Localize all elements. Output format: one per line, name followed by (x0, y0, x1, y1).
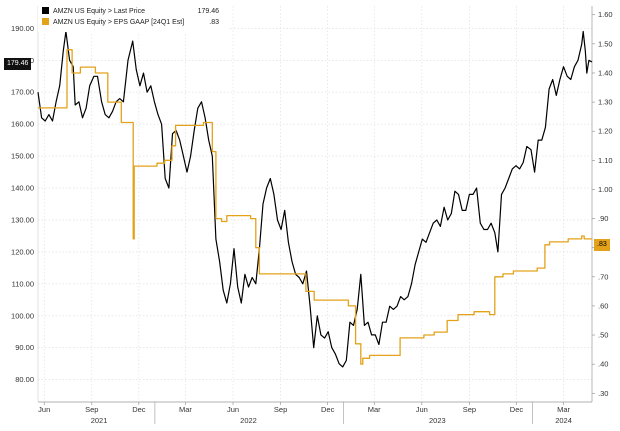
x-year-label: 2024 (555, 416, 572, 425)
y-tick-label-left: 130.00 (11, 215, 34, 224)
x-year-label: 2023 (429, 416, 446, 425)
grid-layer (38, 6, 592, 402)
legend-swatch-eps (42, 18, 49, 25)
y-tick-label-left: 90.00 (15, 343, 34, 352)
x-tick-label: Mar (179, 405, 192, 414)
y-tick-label-left: 170.00 (11, 88, 34, 97)
y-tick-label-right: .50 (598, 331, 608, 340)
y-tick-label-right: 1.60 (598, 10, 613, 19)
x-tick-label: Dec (510, 405, 524, 414)
y-tick-label-right: .30 (598, 389, 608, 398)
y-tick-label-left: 160.00 (11, 120, 34, 129)
x-tick-label: Mar (368, 405, 381, 414)
legend-item-price: AMZN US Equity > Last Price 179.46 (42, 7, 219, 17)
series-line-eps-gaap (38, 49, 592, 365)
last-eps-badge: .83 (594, 239, 610, 251)
legend-item-eps: AMZN US Equity > EPS GAAP [24Q1 Est] .83 (42, 18, 219, 28)
y-tick-label-left: 150.00 (11, 152, 34, 161)
y-tick-label-right: 1.20 (598, 127, 613, 136)
series-layer (37, 30, 593, 368)
x-year-label: 2022 (240, 416, 257, 425)
x-tick-label: Jun (38, 405, 50, 414)
x-tick-label: Dec (132, 405, 146, 414)
y-tick-label-left: 110.00 (12, 279, 34, 288)
y-tick-label-right: .40 (598, 360, 608, 369)
y-tick-label-left: 120.00 (11, 247, 34, 256)
x-tick-label: Sep (274, 405, 287, 414)
x-tick-label: Sep (463, 405, 476, 414)
y-tick-label-left: 80.00 (15, 375, 34, 384)
legend-value-price: 179.46 (197, 8, 219, 15)
x-tick-label: Sep (85, 405, 98, 414)
y-tick-label-right: 1.00 (598, 185, 613, 194)
y-tick-label-right: 1.50 (598, 39, 613, 48)
legend-swatch-price (42, 7, 49, 14)
y-tick-label-left: 190.00 (11, 24, 34, 33)
x-tick-label: Mar (557, 405, 570, 414)
legend: AMZN US Equity > Last Price 179.46 AMZN U… (38, 4, 228, 32)
y-tick-label-left: 140.00 (11, 184, 34, 193)
last-price-badge: 179.46 (4, 58, 32, 70)
y-tick-label-left: 100.00 (11, 311, 34, 320)
x-tick-label: Jun (227, 405, 239, 414)
legend-value-eps: .83 (209, 19, 219, 26)
series-line-last-price (37, 30, 593, 368)
x-tick-label: Jun (416, 405, 428, 414)
x-year-label: 2021 (91, 416, 108, 425)
y-tick-label-right: .60 (598, 301, 608, 310)
y-tick-label-right: 1.10 (598, 156, 613, 165)
legend-label-eps: AMZN US Equity > EPS GAAP [24Q1 Est] (53, 19, 185, 26)
x-tick-label: Dec (321, 405, 335, 414)
y-tick-label-right: .90 (598, 214, 608, 223)
y-tick-label-right: 1.30 (598, 98, 613, 107)
y-tick-label-right: .70 (598, 272, 608, 281)
y-tick-label-right: 1.40 (598, 68, 613, 77)
legend-label-price: AMZN US Equity > Last Price (53, 8, 146, 15)
